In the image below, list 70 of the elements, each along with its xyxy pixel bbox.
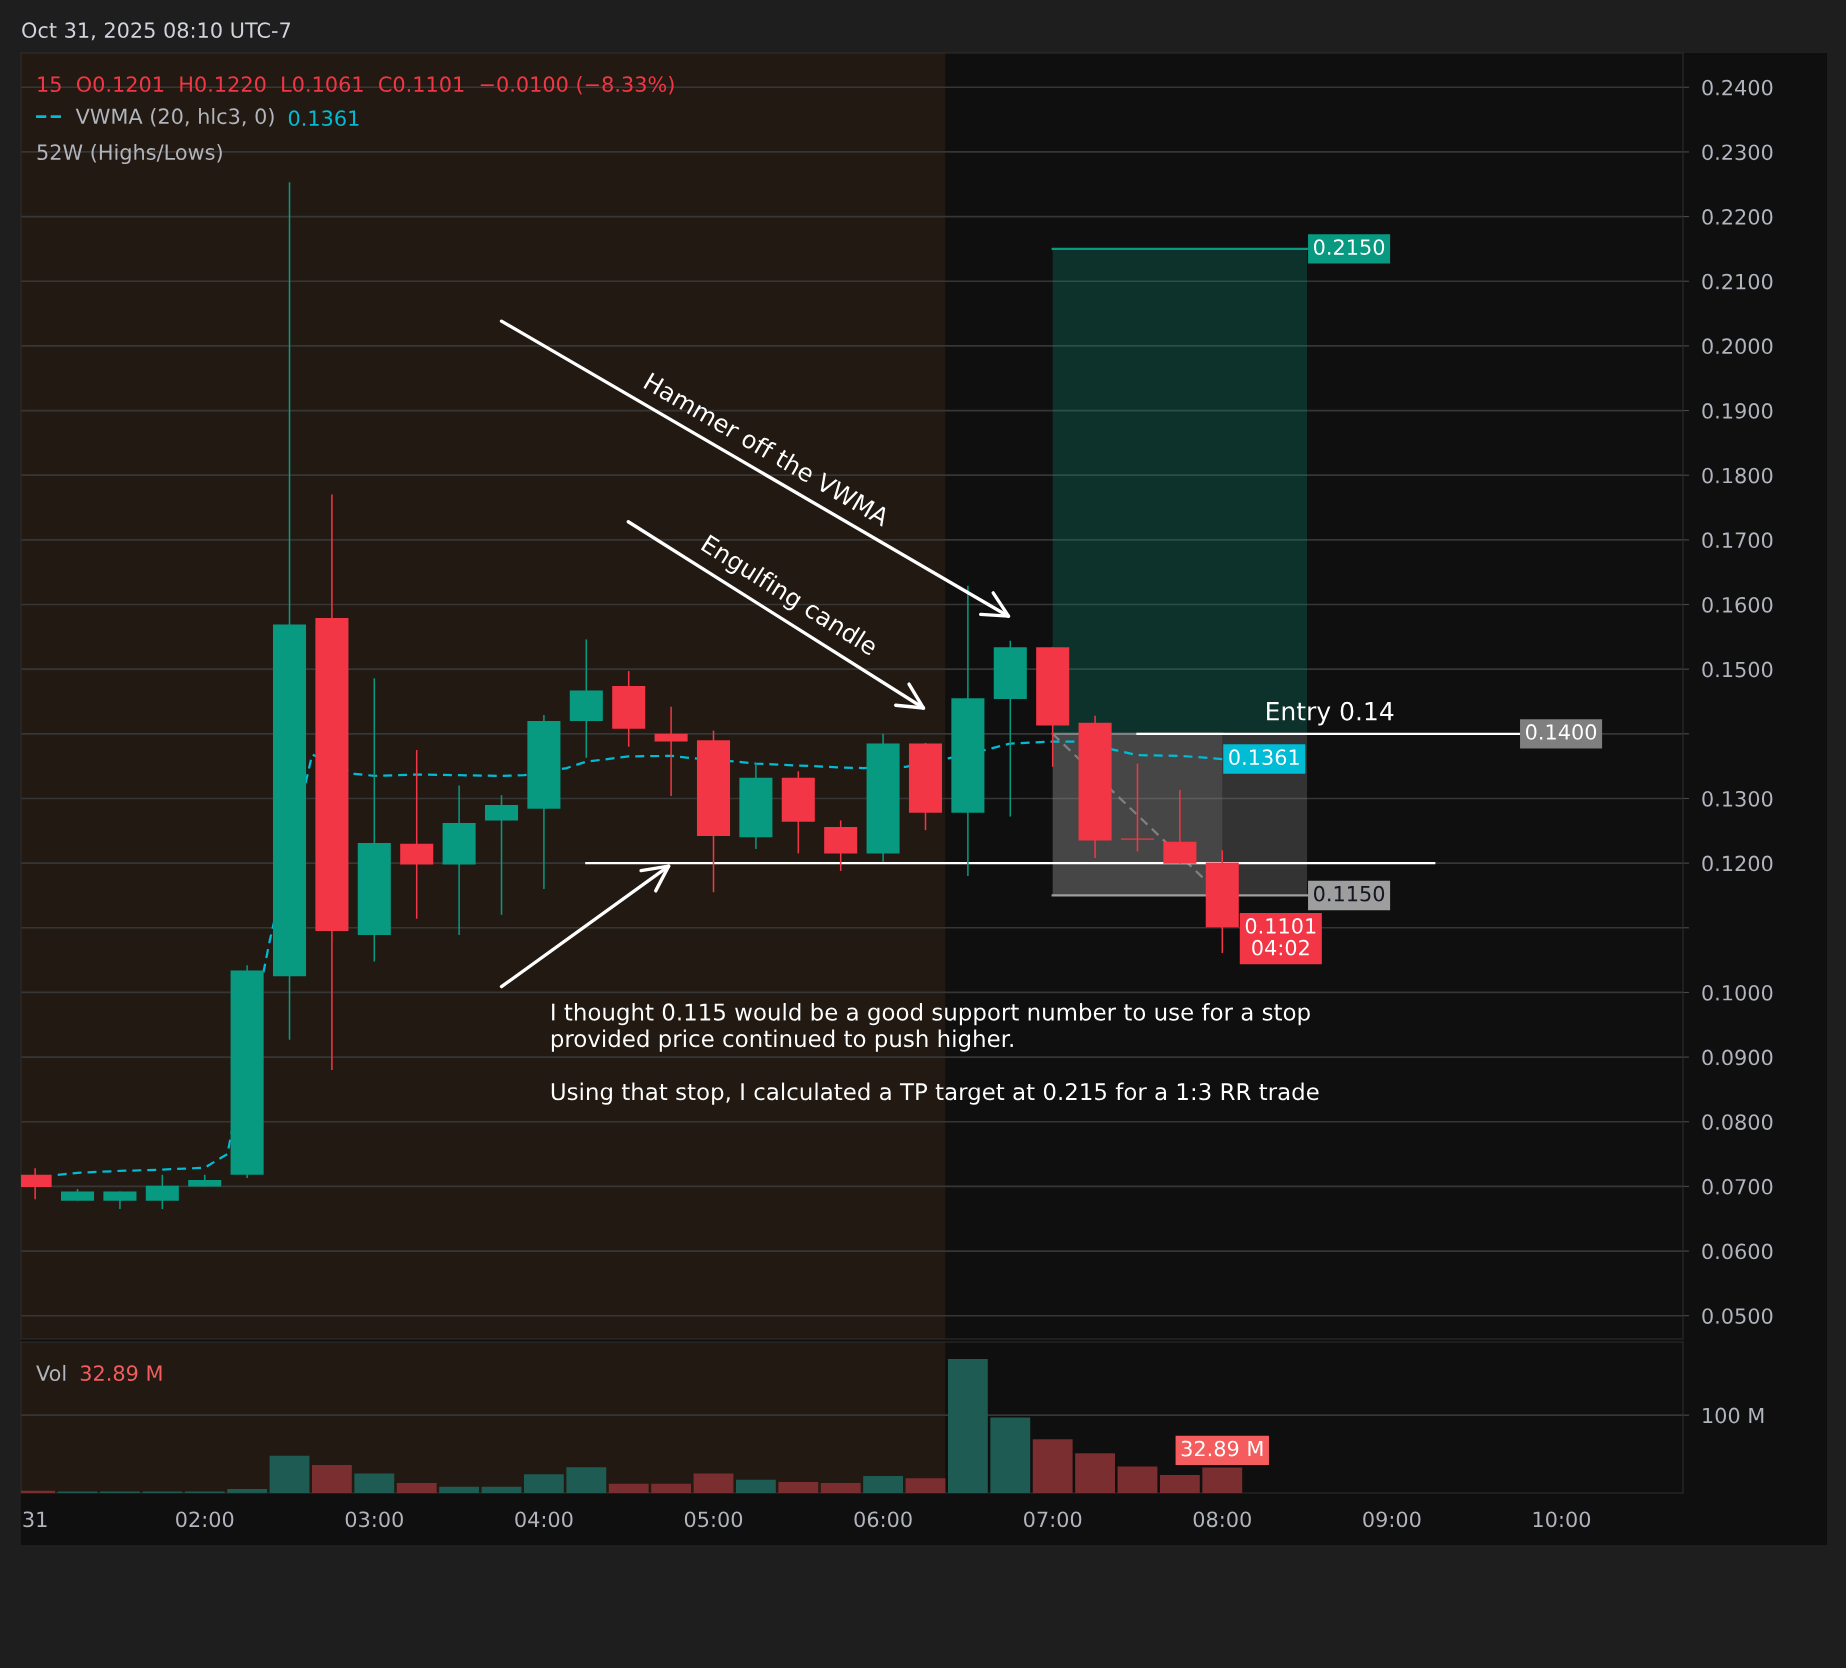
x-tick-label: 09:00: [1363, 1511, 1421, 1528]
bar: [778, 1482, 819, 1493]
bar: [990, 1417, 1031, 1493]
bar: [905, 1478, 946, 1493]
data-label: 0.1400: [1525, 724, 1597, 740]
text: 15 O0.1201 H0.1220 L0.1061 C0.1101 −0.0100 (−8.33%): [38, 75, 674, 95]
y-tick-label: 0.0600: [1702, 1243, 1773, 1260]
annotation: Entry 0.14: [1267, 701, 1394, 726]
y-tick-label: 0.0900: [1702, 1049, 1773, 1066]
y-tick-label: 0.2200: [1702, 209, 1773, 225]
chart-title: Oct 31, 2025 08:10 UTC-7: [22, 22, 290, 41]
x-tick-label: 31: [23, 1511, 47, 1528]
y-tick-label: 0.1200: [1702, 855, 1773, 872]
bar: [863, 1475, 904, 1493]
text: I thought 0.115 would be a good support number to use for a stop provided price continued to push higher. Using that stop, I calculated a TP target at 0.215 for a 1:3 RR trade: [551, 1002, 1319, 1105]
bar: [820, 1482, 861, 1493]
y-tick-label: 0.2100: [1702, 273, 1773, 290]
text: 0.1101 04:02: [1245, 918, 1316, 956]
bar: [354, 1473, 395, 1493]
x-tick-label: 04:00: [515, 1511, 573, 1528]
y-tick-label: 0.1500: [1702, 661, 1773, 678]
x-tick-label: 08:00: [1193, 1511, 1251, 1528]
bar: [311, 1464, 352, 1493]
y-tick-label: 0.2000: [1702, 338, 1773, 355]
bar: [439, 1486, 480, 1493]
x-tick-label: 10:00: [1533, 1511, 1591, 1528]
y-tick-label: 0.1300: [1702, 790, 1773, 807]
y-tick-label: 100 M: [1703, 1407, 1764, 1424]
y-tick-label: 0.0500: [1702, 1308, 1773, 1324]
x-tick-label: 06:00: [854, 1511, 912, 1528]
text: 32.89 M: [80, 1365, 162, 1382]
text: 0.1361: [288, 110, 359, 127]
bar: [227, 1489, 268, 1493]
data-label: 0.2150: [1314, 239, 1385, 255]
y-tick-label: 0.1600: [1702, 596, 1773, 613]
bar: [1032, 1439, 1073, 1493]
y-tick-label: 0.1900: [1702, 403, 1773, 419]
bar: [735, 1479, 776, 1493]
y-tick-label: 0.2300: [1702, 144, 1773, 161]
bar: [1159, 1475, 1200, 1493]
y-tick-label: 0.1800: [1702, 467, 1773, 484]
data-label: 0.1361: [1229, 749, 1299, 766]
text: Vol: [36, 1364, 66, 1382]
x-tick-label: 02:00: [176, 1511, 234, 1528]
bar: [1117, 1466, 1158, 1493]
bar: [396, 1482, 437, 1493]
y-tick-label: 0.0800: [1702, 1114, 1773, 1130]
y-tick-label: 0.0700: [1702, 1178, 1773, 1195]
bar: [608, 1483, 649, 1493]
candlestick: [484, 794, 519, 916]
bar: [566, 1467, 607, 1493]
annotation: 52W (Highs/Lows): [37, 143, 222, 165]
x-tick-label: 05:00: [684, 1511, 743, 1528]
bar: [1075, 1453, 1116, 1493]
x-tick-label: 07:00: [1024, 1511, 1082, 1528]
bar: [947, 1359, 988, 1493]
x-tick-label: 03:00: [345, 1511, 403, 1528]
data-label: 0.1150: [1314, 885, 1385, 902]
bar: [523, 1474, 564, 1493]
candlestick: [654, 705, 688, 797]
candlestick: [400, 749, 434, 920]
y-tick-label: 0.2400: [1702, 79, 1773, 96]
legend-label: VWMA (20, hlc3, 0): [75, 108, 274, 127]
bar: [481, 1486, 522, 1493]
bar: [693, 1473, 734, 1493]
bar: [269, 1455, 310, 1493]
data-label: 32.89 M: [1181, 1440, 1263, 1457]
y-tick-label: 0.1700: [1702, 532, 1773, 549]
y-tick-label: 0.1000: [1702, 984, 1773, 1001]
bar: [651, 1483, 692, 1493]
